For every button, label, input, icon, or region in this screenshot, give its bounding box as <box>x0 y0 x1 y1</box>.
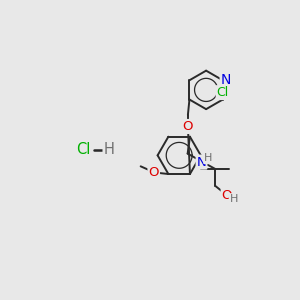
Text: H: H <box>204 153 213 163</box>
Text: N: N <box>196 156 206 169</box>
Text: H: H <box>104 142 115 158</box>
Text: O: O <box>183 120 193 133</box>
Text: N: N <box>221 73 231 87</box>
Text: Cl: Cl <box>76 142 90 158</box>
Text: Cl: Cl <box>217 86 229 99</box>
Text: H: H <box>230 194 238 204</box>
Text: O: O <box>222 189 232 202</box>
Text: O: O <box>148 166 159 179</box>
